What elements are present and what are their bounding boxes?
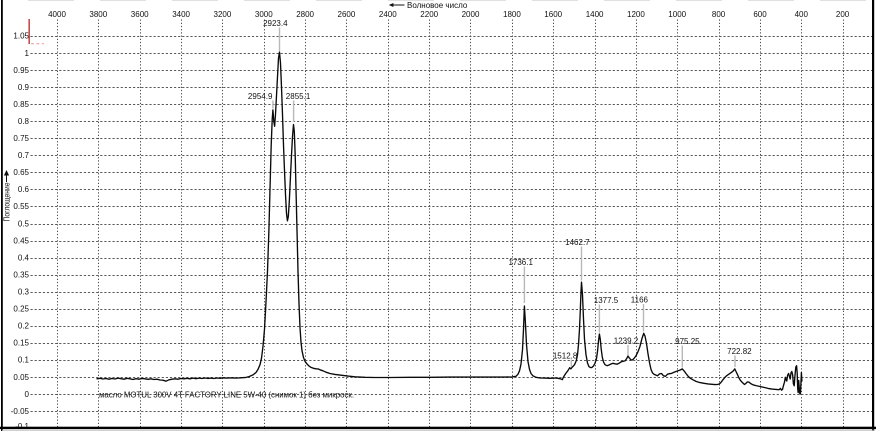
svg-text:1377.5: 1377.5	[594, 296, 619, 305]
svg-text:0.45: 0.45	[13, 236, 29, 245]
svg-text:0: 0	[25, 390, 30, 399]
svg-text:Волновое число: Волновое число	[407, 1, 468, 10]
svg-text:-0.05: -0.05	[11, 407, 30, 416]
svg-text:2954.9: 2954.9	[248, 92, 273, 101]
svg-text:0.3: 0.3	[18, 288, 30, 297]
svg-text:2200: 2200	[420, 10, 438, 19]
svg-text:3600: 3600	[131, 10, 149, 19]
svg-text:0.95: 0.95	[13, 66, 29, 75]
svg-text:0.15: 0.15	[13, 339, 29, 348]
svg-text:-0.1: -0.1	[15, 422, 29, 431]
svg-text:722.82: 722.82	[727, 347, 752, 356]
svg-text:3000: 3000	[255, 10, 273, 19]
svg-text:0.2: 0.2	[18, 322, 30, 331]
svg-text:0.55: 0.55	[13, 202, 29, 211]
svg-text:1: 1	[25, 49, 30, 58]
svg-text:0.05: 0.05	[13, 373, 29, 382]
svg-text:2600: 2600	[338, 10, 356, 19]
svg-text:600: 600	[753, 10, 767, 19]
svg-text:4000: 4000	[48, 10, 66, 19]
svg-text:2400: 2400	[379, 10, 397, 19]
svg-text:400: 400	[795, 10, 809, 19]
svg-text:1736.1: 1736.1	[508, 258, 533, 267]
svg-text:1600: 1600	[544, 10, 562, 19]
svg-text:1400: 1400	[586, 10, 604, 19]
svg-text:0.8: 0.8	[18, 117, 30, 126]
svg-text:0.1: 0.1	[18, 356, 30, 365]
svg-text:масло MOTUL 300V 4T FACTORY LI: масло MOTUL 300V 4T FACTORY LINE 5W-40 (…	[99, 390, 354, 399]
svg-text:0.25: 0.25	[13, 305, 29, 314]
svg-text:200: 200	[836, 10, 850, 19]
svg-text:1239.2: 1239.2	[614, 337, 639, 346]
svg-text:0.9: 0.9	[18, 83, 30, 92]
svg-text:1000: 1000	[668, 10, 686, 19]
svg-text:0.5: 0.5	[18, 219, 30, 228]
svg-text:0.65: 0.65	[13, 168, 29, 177]
svg-text:3400: 3400	[172, 10, 190, 19]
svg-text:800: 800	[712, 10, 726, 19]
svg-text:3200: 3200	[214, 10, 232, 19]
svg-text:1512.8: 1512.8	[553, 352, 578, 361]
svg-text:0.75: 0.75	[13, 134, 29, 143]
svg-text:0.35: 0.35	[13, 270, 29, 279]
svg-text:0.6: 0.6	[18, 185, 30, 194]
svg-text:1800: 1800	[503, 10, 521, 19]
svg-text:Поглощение: Поглощение	[3, 182, 12, 221]
svg-text:0.4: 0.4	[18, 253, 30, 262]
svg-text:2000: 2000	[462, 10, 480, 19]
svg-text:975.25: 975.25	[675, 337, 700, 346]
svg-text:0.7: 0.7	[18, 151, 30, 160]
svg-text:2800: 2800	[296, 10, 314, 19]
svg-text:1200: 1200	[627, 10, 645, 19]
svg-text:0.85: 0.85	[13, 100, 29, 109]
svg-text:2855.1: 2855.1	[286, 92, 311, 101]
svg-text:1166: 1166	[631, 296, 649, 305]
svg-text:1.05: 1.05	[13, 32, 29, 41]
svg-text:1462.7: 1462.7	[565, 238, 590, 247]
svg-text:2923.4: 2923.4	[263, 19, 288, 28]
svg-text:3800: 3800	[89, 10, 107, 19]
